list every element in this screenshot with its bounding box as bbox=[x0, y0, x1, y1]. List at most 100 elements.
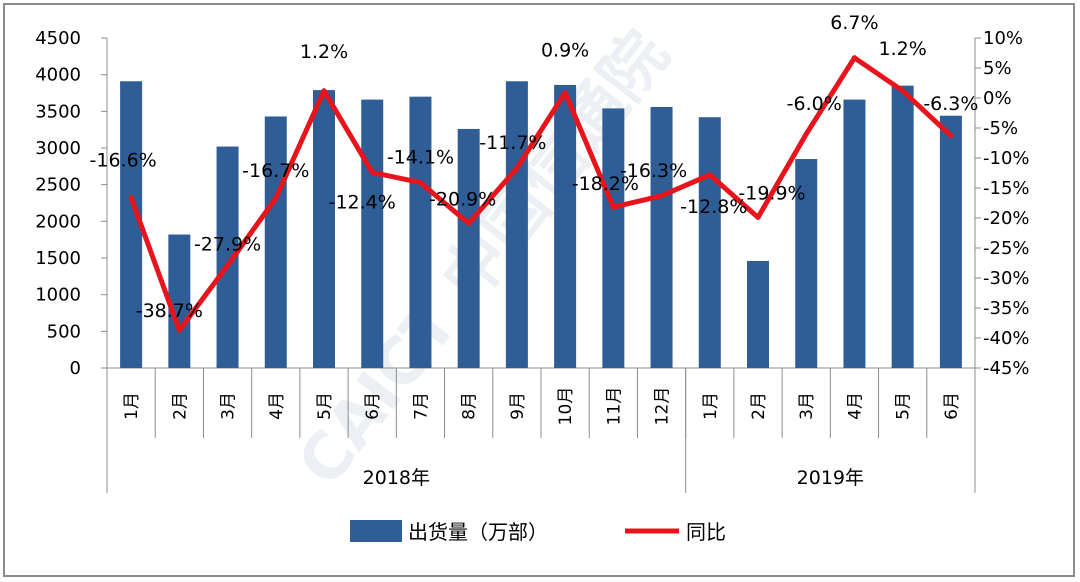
yoy-point bbox=[514, 165, 520, 171]
bar bbox=[409, 96, 432, 369]
data-label: -27.9% bbox=[194, 233, 261, 255]
data-label: 1.2% bbox=[879, 38, 927, 60]
category-label: 4月 bbox=[267, 392, 287, 420]
yoy-point bbox=[128, 195, 134, 201]
bar bbox=[120, 81, 143, 369]
left-tick-label: 3500 bbox=[35, 101, 81, 122]
data-label: 0.9% bbox=[541, 40, 589, 62]
left-tick-label: 1000 bbox=[35, 285, 81, 306]
category-label: 4月 bbox=[845, 392, 865, 420]
bar bbox=[313, 90, 335, 369]
category-label: 7月 bbox=[411, 392, 431, 420]
bar bbox=[698, 117, 721, 368]
category-label: 5月 bbox=[315, 392, 335, 420]
category-label: 1月 bbox=[701, 392, 721, 420]
data-label: -6.0% bbox=[787, 93, 842, 115]
bar bbox=[891, 85, 914, 369]
right-tick-label: -10% bbox=[983, 148, 1030, 169]
yoy-point bbox=[851, 55, 857, 61]
right-tick-label: -35% bbox=[983, 298, 1030, 319]
category-label: 11月 bbox=[604, 387, 624, 426]
right-tick-label: -20% bbox=[983, 208, 1030, 229]
data-label: -19.9% bbox=[738, 182, 805, 204]
yoy-point bbox=[755, 214, 761, 220]
group-label: 2019年 bbox=[797, 467, 864, 489]
bar bbox=[216, 146, 239, 368]
category-label: 6月 bbox=[363, 392, 383, 420]
yoy-point bbox=[803, 131, 809, 137]
category-label: 2月 bbox=[170, 392, 190, 420]
right-tick-label: -40% bbox=[983, 328, 1030, 349]
data-label: -12.4% bbox=[329, 191, 396, 213]
right-tick-label: -30% bbox=[983, 268, 1030, 289]
group-label: 2018年 bbox=[363, 467, 430, 489]
right-tick-label: 0% bbox=[983, 88, 1012, 109]
yoy-point bbox=[610, 204, 616, 210]
right-tick-label: -25% bbox=[983, 238, 1030, 259]
category-label: 10月 bbox=[556, 387, 576, 426]
left-tick-label: 0 bbox=[70, 358, 81, 379]
legend-line-label: 同比 bbox=[686, 520, 726, 544]
right-tick-label: 5% bbox=[983, 58, 1012, 79]
category-label: 3月 bbox=[219, 392, 239, 420]
data-label: -16.7% bbox=[242, 160, 309, 182]
bar bbox=[361, 99, 384, 368]
yoy-point bbox=[707, 172, 713, 178]
yoy-point bbox=[417, 180, 423, 186]
data-label: -6.3% bbox=[923, 93, 978, 115]
yoy-point bbox=[466, 220, 472, 226]
left-tick-label: 4000 bbox=[35, 65, 81, 86]
data-label: -38.7% bbox=[136, 300, 203, 322]
bar bbox=[457, 128, 480, 368]
yoy-point bbox=[900, 88, 906, 94]
bar bbox=[554, 84, 577, 368]
yoy-point bbox=[225, 262, 231, 268]
data-label: 6.7% bbox=[830, 12, 878, 34]
bar bbox=[650, 106, 673, 368]
data-label: -20.9% bbox=[429, 188, 496, 210]
category-label: 3月 bbox=[797, 392, 817, 420]
right-tick-label: -15% bbox=[983, 178, 1030, 199]
right-tick-label: -5% bbox=[983, 118, 1018, 139]
category-label: 2月 bbox=[749, 392, 769, 420]
yoy-point bbox=[659, 193, 665, 199]
yoy-point bbox=[369, 169, 375, 175]
yoy-point bbox=[273, 195, 279, 201]
yoy-point bbox=[948, 133, 954, 139]
right-tick-label: -45% bbox=[983, 358, 1030, 379]
category-label: 9月 bbox=[508, 392, 528, 420]
category-label: 1月 bbox=[122, 392, 142, 420]
left-tick-label: 500 bbox=[47, 321, 81, 342]
data-label: -16.3% bbox=[620, 160, 687, 182]
data-label: -16.6% bbox=[90, 150, 157, 172]
bar bbox=[795, 159, 818, 368]
yoy-line bbox=[128, 55, 953, 333]
data-label: -18.2% bbox=[572, 173, 639, 195]
bar bbox=[505, 81, 528, 369]
bar bbox=[843, 99, 866, 368]
left-tick-label: 1500 bbox=[35, 248, 81, 269]
left-tick-label: 3000 bbox=[35, 138, 81, 159]
category-label: 5月 bbox=[894, 392, 914, 420]
left-tick-label: 2500 bbox=[35, 175, 81, 196]
data-label: -12.8% bbox=[680, 196, 747, 218]
yoy-point bbox=[321, 88, 327, 94]
category-label: 12月 bbox=[653, 387, 673, 426]
left-tick-label: 4500 bbox=[35, 28, 81, 49]
category-label: 8月 bbox=[460, 392, 480, 420]
data-label: -14.1% bbox=[387, 147, 454, 169]
category-label: 6月 bbox=[942, 392, 962, 420]
data-label: 1.2% bbox=[300, 41, 348, 63]
yoy-point bbox=[562, 90, 568, 96]
bar bbox=[747, 260, 769, 368]
left-tick-label: 2000 bbox=[35, 211, 81, 232]
bar bbox=[168, 234, 191, 368]
legend-bar-swatch bbox=[350, 520, 402, 542]
legend-bar-label: 出货量（万部） bbox=[408, 520, 548, 544]
yoy-point bbox=[176, 327, 182, 333]
bar bbox=[939, 115, 962, 368]
bar bbox=[602, 108, 625, 369]
right-tick-label: 10% bbox=[983, 28, 1023, 49]
bar bbox=[264, 116, 287, 368]
